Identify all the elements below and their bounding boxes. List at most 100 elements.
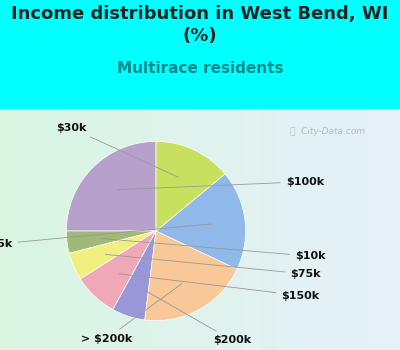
Bar — [67, 108, 71, 350]
Bar — [283, 108, 288, 350]
Bar — [183, 108, 188, 350]
Bar — [253, 108, 258, 350]
Bar — [63, 108, 68, 350]
Bar — [327, 108, 331, 350]
Bar — [70, 108, 74, 350]
Bar — [317, 108, 321, 350]
Bar — [73, 108, 78, 350]
Bar — [7, 108, 11, 350]
Wedge shape — [156, 141, 225, 231]
Bar — [150, 108, 154, 350]
Bar — [387, 108, 391, 350]
Bar — [27, 108, 31, 350]
Bar — [37, 108, 41, 350]
Bar — [123, 108, 128, 350]
Bar — [163, 108, 168, 350]
Bar — [23, 108, 28, 350]
Bar — [287, 108, 291, 350]
Bar — [203, 108, 208, 350]
Bar — [363, 108, 368, 350]
Bar — [47, 108, 51, 350]
Bar — [87, 108, 91, 350]
Bar — [320, 108, 324, 350]
Bar — [257, 108, 261, 350]
Text: $150k: $150k — [119, 274, 320, 301]
Bar — [250, 108, 254, 350]
Bar — [117, 108, 121, 350]
Bar — [197, 108, 201, 350]
Wedge shape — [145, 231, 237, 321]
Text: $100k: $100k — [118, 177, 324, 190]
Bar — [380, 108, 384, 350]
Bar — [340, 108, 344, 350]
Bar — [0, 108, 4, 350]
Bar — [240, 108, 244, 350]
Bar — [33, 108, 38, 350]
Bar — [170, 108, 174, 350]
Bar — [233, 108, 238, 350]
Bar — [333, 108, 338, 350]
Bar — [147, 108, 151, 350]
Bar — [90, 108, 94, 350]
Bar — [367, 108, 371, 350]
Bar — [270, 108, 274, 350]
Bar — [383, 108, 388, 350]
Bar — [330, 108, 334, 350]
Bar — [140, 108, 144, 350]
Bar — [93, 108, 98, 350]
Bar — [217, 108, 221, 350]
Bar — [247, 108, 251, 350]
Bar — [280, 108, 284, 350]
Bar — [220, 108, 224, 350]
Wedge shape — [69, 231, 156, 279]
Bar — [210, 108, 214, 350]
Bar — [190, 108, 194, 350]
Bar — [303, 108, 308, 350]
Bar — [223, 108, 228, 350]
Bar — [120, 108, 124, 350]
Bar — [343, 108, 348, 350]
Bar — [60, 108, 64, 350]
Bar — [80, 108, 84, 350]
Bar — [20, 108, 24, 350]
Bar — [337, 108, 341, 350]
Bar — [97, 108, 101, 350]
Bar — [13, 108, 18, 350]
Bar — [260, 108, 264, 350]
Bar — [193, 108, 198, 350]
Bar — [3, 108, 8, 350]
Bar — [50, 108, 54, 350]
Text: > $200k: > $200k — [81, 284, 182, 343]
Bar — [10, 108, 14, 350]
Bar — [323, 108, 328, 350]
Bar — [310, 108, 314, 350]
Bar — [160, 108, 164, 350]
Bar — [143, 108, 148, 350]
Bar — [243, 108, 248, 350]
Bar — [180, 108, 184, 350]
Wedge shape — [113, 231, 156, 320]
Text: $10k: $10k — [101, 239, 325, 261]
Bar — [113, 108, 118, 350]
Bar — [43, 108, 48, 350]
Wedge shape — [156, 174, 246, 269]
Bar — [153, 108, 158, 350]
Bar — [207, 108, 211, 350]
Bar — [353, 108, 358, 350]
Bar — [103, 108, 108, 350]
Bar — [177, 108, 181, 350]
Bar — [300, 108, 304, 350]
Bar — [77, 108, 81, 350]
Bar — [187, 108, 191, 350]
Bar — [57, 108, 61, 350]
Bar — [377, 108, 381, 350]
Bar — [267, 108, 271, 350]
Bar — [297, 108, 301, 350]
Bar — [167, 108, 171, 350]
Bar — [40, 108, 44, 350]
Bar — [230, 108, 234, 350]
Text: $30k: $30k — [56, 123, 178, 177]
Text: ⓘ  City-Data.com: ⓘ City-Data.com — [290, 127, 366, 136]
Wedge shape — [66, 141, 156, 231]
Bar — [173, 108, 178, 350]
